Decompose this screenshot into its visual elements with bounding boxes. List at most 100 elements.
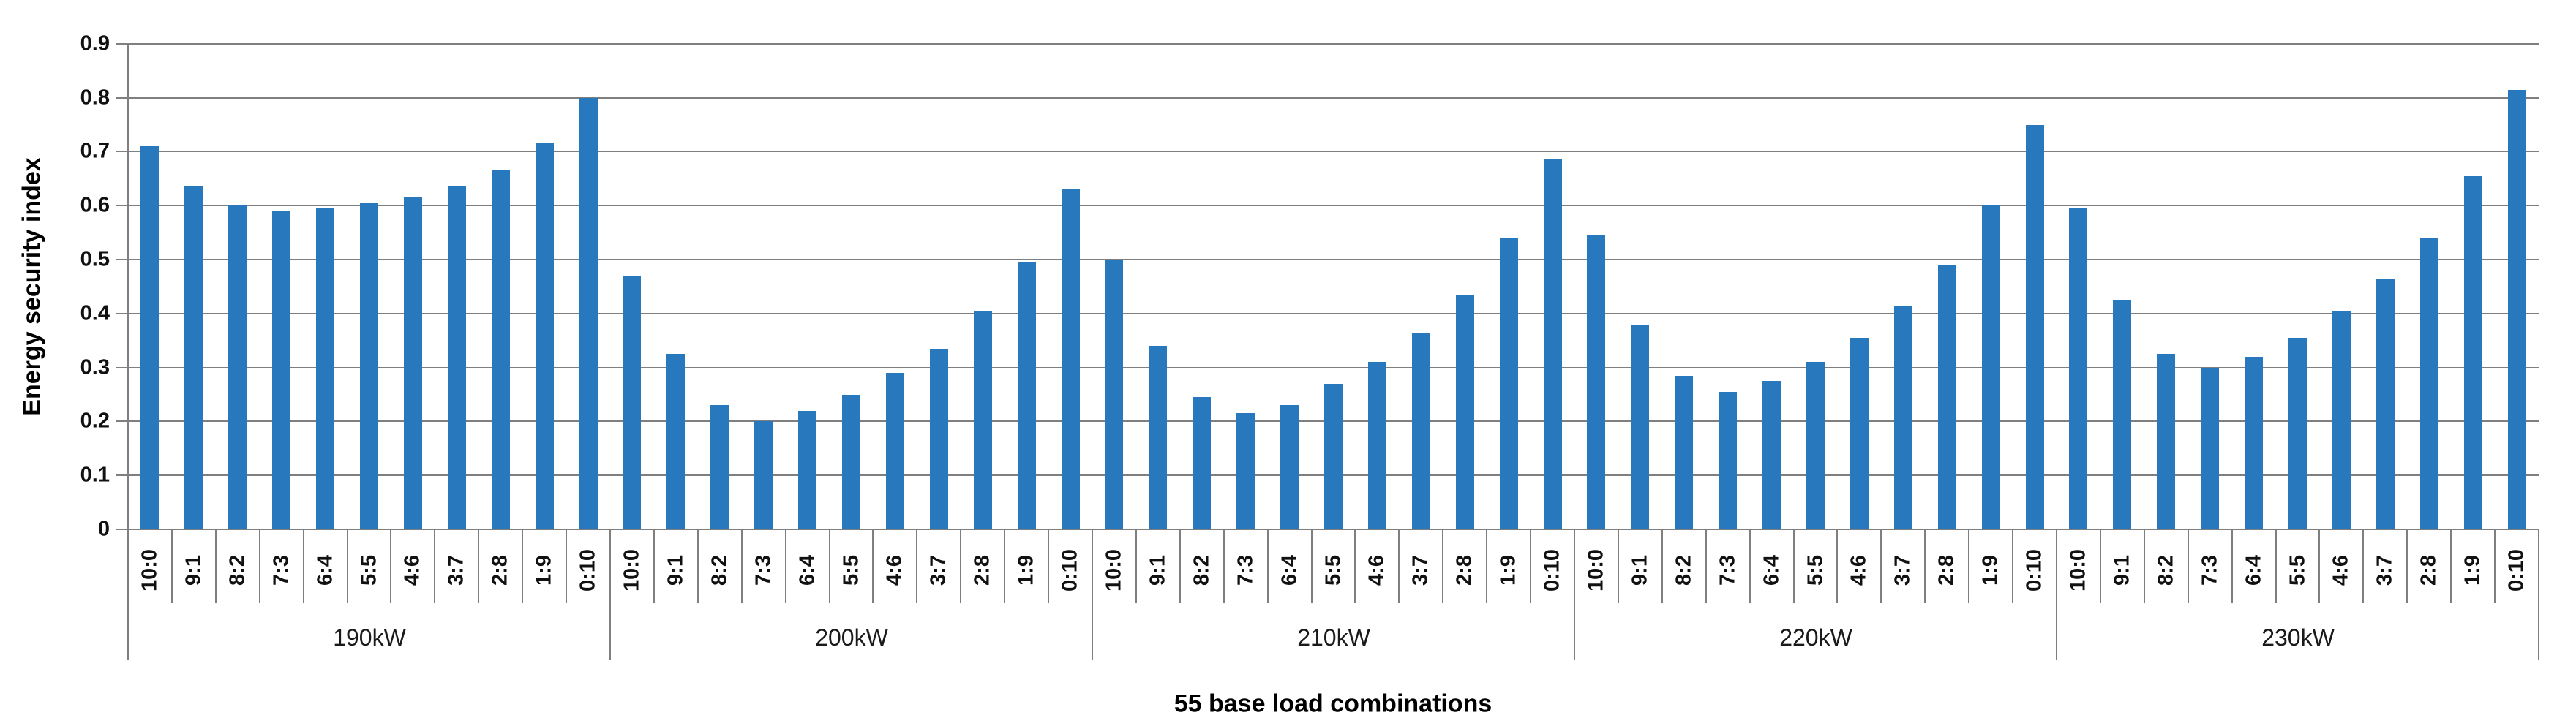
category-label: 3:7 — [1890, 555, 1915, 586]
category-separator — [2318, 529, 2320, 603]
y-tick-label: 0 — [97, 517, 110, 541]
y-tick-label: 0.1 — [80, 463, 110, 487]
y-tick-mark — [116, 312, 128, 314]
category-separator — [390, 529, 391, 603]
category-label: 4:6 — [1364, 555, 1389, 586]
y-tick-mark — [116, 529, 128, 530]
category-label: 1:9 — [1014, 555, 1038, 586]
category-separator — [259, 529, 260, 603]
group-boundary-line — [609, 529, 611, 660]
y-tick-mark — [116, 420, 128, 423]
category-label: 8:2 — [1190, 555, 1214, 586]
bar — [2113, 300, 2131, 529]
category-label: 4:6 — [2329, 555, 2353, 586]
category-label: 8:2 — [1672, 555, 1696, 586]
bar — [1762, 381, 1781, 529]
category-separator — [2494, 529, 2496, 603]
category-separator — [2188, 529, 2189, 603]
category-label: 1:9 — [1978, 555, 2002, 586]
bar — [2157, 354, 2175, 529]
bar — [1280, 405, 1299, 529]
x-axis-line — [128, 529, 2539, 530]
bar — [2201, 367, 2219, 529]
bar — [1850, 338, 1869, 529]
category-label: 2:8 — [1934, 555, 1959, 586]
category-separator — [916, 529, 917, 603]
group-boundary-line — [1092, 529, 1093, 660]
category-separator — [566, 529, 567, 603]
y-tick-label: 0.8 — [80, 86, 110, 110]
category-label: 8:2 — [2154, 555, 2178, 586]
category-separator — [2100, 529, 2101, 603]
bar — [140, 146, 159, 529]
category-separator — [434, 529, 435, 603]
y-tick-label: 0.2 — [80, 409, 110, 433]
category-label: 6:4 — [795, 555, 819, 586]
bar — [2288, 338, 2307, 529]
category-separator — [1048, 529, 1049, 603]
category-separator — [1135, 529, 1137, 603]
category-label: 5:5 — [1321, 555, 1345, 586]
category-separator — [1749, 529, 1751, 603]
category-separator — [478, 529, 479, 603]
category-label: 5:5 — [839, 555, 863, 586]
category-label: 1:9 — [532, 555, 556, 586]
bar — [623, 276, 641, 529]
category-label: 0:10 — [576, 548, 600, 592]
bar — [360, 203, 378, 529]
category-separator — [1179, 529, 1181, 603]
bar — [930, 348, 948, 529]
bar — [404, 197, 422, 529]
bar — [2069, 208, 2087, 529]
category-label: 5:5 — [357, 555, 381, 586]
category-separator — [303, 529, 304, 603]
bar — [1149, 346, 1167, 529]
x-axis-title: 55 base load combinations — [1174, 689, 1492, 718]
y-axis-line — [127, 43, 129, 660]
category-separator — [1530, 529, 1531, 603]
category-separator — [2144, 529, 2145, 603]
category-label: 7:3 — [1233, 555, 1258, 586]
bar — [1894, 305, 1912, 529]
category-separator — [1880, 529, 1882, 603]
y-tick-label: 0.9 — [80, 31, 110, 56]
category-label: 10:0 — [2066, 548, 2090, 592]
category-separator — [1398, 529, 1400, 603]
y-tick-mark — [116, 42, 128, 45]
gridline — [128, 205, 2539, 207]
category-separator — [1223, 529, 1225, 603]
bar — [2376, 278, 2395, 529]
category-label: 8:2 — [707, 555, 732, 586]
category-separator — [2275, 529, 2277, 603]
bar — [1631, 324, 1649, 529]
category-separator — [1618, 529, 1619, 603]
bar — [1105, 260, 1123, 529]
category-separator — [1486, 529, 1487, 603]
category-label: 9:1 — [1628, 555, 1652, 586]
bar — [316, 208, 334, 529]
bar — [272, 211, 290, 529]
bar — [2508, 89, 2526, 529]
bar — [1324, 383, 1343, 529]
category-label: 1:9 — [2460, 555, 2485, 586]
category-separator — [741, 529, 743, 603]
y-tick-mark — [116, 97, 128, 99]
y-tick-label: 0.6 — [80, 193, 110, 217]
category-separator — [1354, 529, 1356, 603]
bar — [1544, 159, 1562, 529]
bar — [1719, 391, 1737, 529]
category-label: 4:6 — [882, 555, 906, 586]
category-label: 5:5 — [2286, 555, 2310, 586]
bar — [2332, 311, 2351, 529]
bar — [710, 405, 729, 529]
bar — [1675, 375, 1693, 529]
category-label: 7:3 — [1716, 555, 1740, 586]
gridline — [128, 42, 2539, 45]
bar — [1062, 189, 1080, 529]
category-label: 10:0 — [1584, 548, 1608, 592]
category-separator — [785, 529, 786, 603]
category-label: 3:7 — [2373, 555, 2397, 586]
category-separator — [1924, 529, 1926, 603]
category-separator — [1311, 529, 1313, 603]
category-separator — [2231, 529, 2233, 603]
